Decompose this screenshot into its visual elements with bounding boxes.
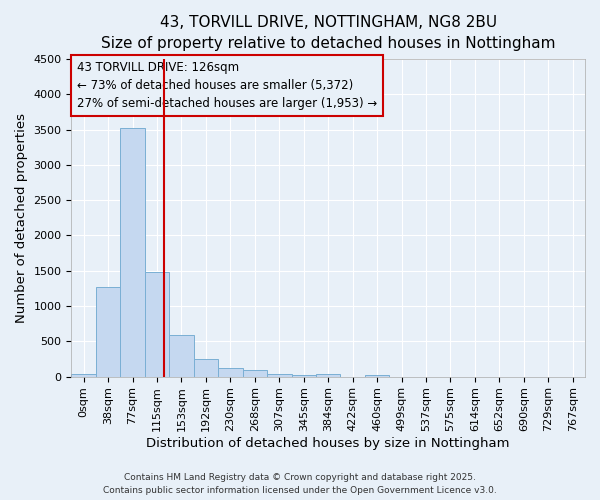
Y-axis label: Number of detached properties: Number of detached properties	[15, 113, 28, 323]
Text: Contains HM Land Registry data © Crown copyright and database right 2025.
Contai: Contains HM Land Registry data © Crown c…	[103, 474, 497, 495]
Bar	[194, 360, 218, 376]
Bar	[145, 272, 169, 376]
Bar	[316, 374, 340, 376]
Bar	[242, 370, 267, 376]
Title: 43, TORVILL DRIVE, NOTTINGHAM, NG8 2BU
Size of property relative to detached hou: 43, TORVILL DRIVE, NOTTINGHAM, NG8 2BU S…	[101, 15, 556, 51]
Text: 43 TORVILL DRIVE: 126sqm
← 73% of detached houses are smaller (5,372)
27% of sem: 43 TORVILL DRIVE: 126sqm ← 73% of detach…	[77, 60, 377, 110]
Bar	[267, 374, 292, 376]
X-axis label: Distribution of detached houses by size in Nottingham: Distribution of detached houses by size …	[146, 437, 510, 450]
Bar	[169, 335, 194, 376]
Bar	[71, 374, 96, 376]
Bar	[292, 375, 316, 376]
Bar	[365, 375, 389, 376]
Bar	[96, 287, 121, 376]
Bar	[121, 128, 145, 376]
Bar	[218, 368, 242, 376]
